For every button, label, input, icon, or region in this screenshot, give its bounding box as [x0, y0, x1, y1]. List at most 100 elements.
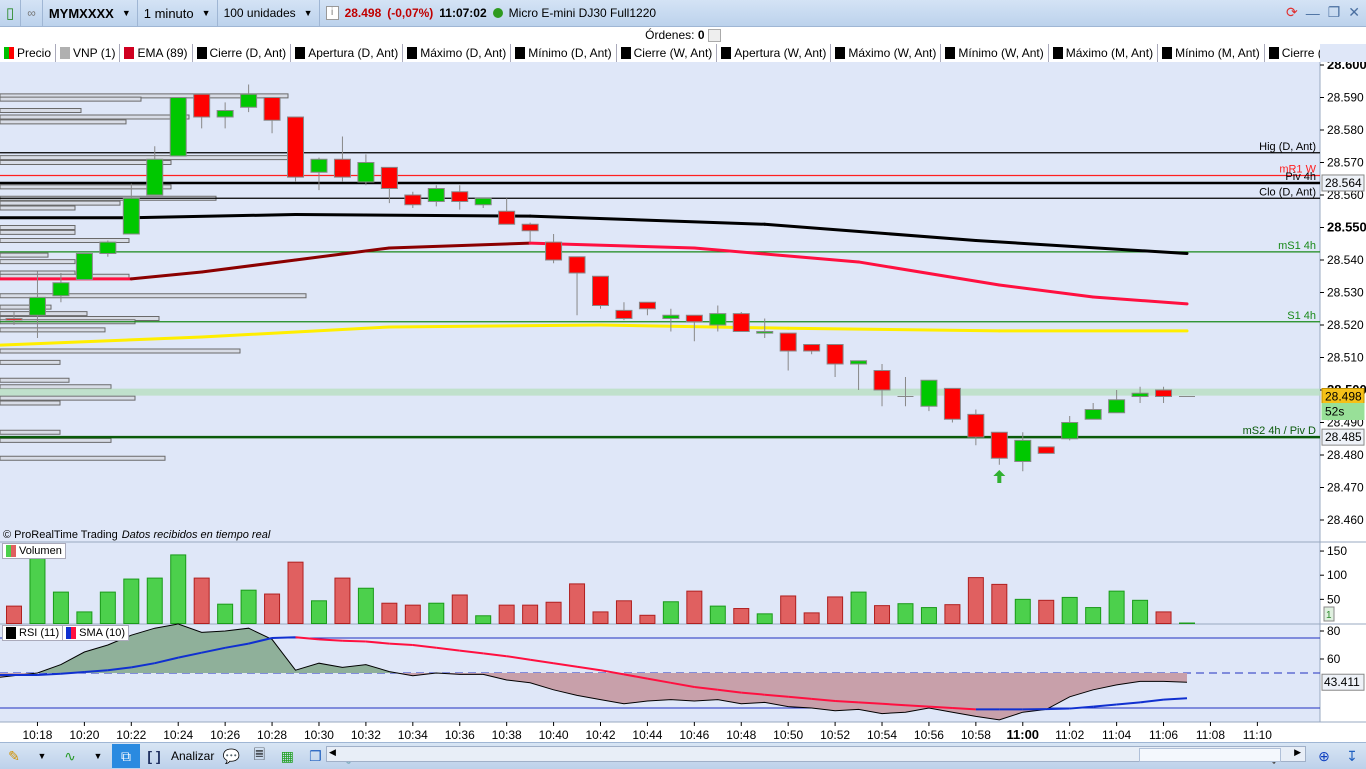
- volume-bar: [593, 612, 608, 624]
- scroll-right-icon[interactable]: ▶: [1294, 747, 1301, 758]
- time-tick-label: 10:50: [773, 728, 803, 742]
- legend-swatch-icon: [721, 47, 731, 59]
- legend-swatch-icon: [1269, 47, 1279, 59]
- close-icon[interactable]: ✕: [1348, 4, 1360, 21]
- units-selector[interactable]: 100 unidades▼: [218, 0, 320, 26]
- time-tick-label: 10:30: [304, 728, 334, 742]
- legend-item[interactable]: Máximo (M, Ant): [1049, 44, 1158, 62]
- legend-item[interactable]: Cierre (W, Ant): [617, 44, 718, 62]
- drawing-pencil-icon[interactable]: ✎: [0, 744, 28, 768]
- candle-body: [1015, 440, 1031, 461]
- scrollbar-thumb[interactable]: [1139, 748, 1281, 762]
- volume-bar: [382, 603, 397, 623]
- scroll-left-icon[interactable]: ◀: [329, 747, 336, 758]
- restore-icon[interactable]: ❐: [1328, 4, 1341, 21]
- legend-item[interactable]: Apertura (W, Ant): [717, 44, 831, 62]
- chevron-down-icon[interactable]: ▼: [28, 744, 56, 768]
- chevron-down-icon[interactable]: ▼: [84, 744, 112, 768]
- volume-tag-label: 1: [1326, 610, 1332, 621]
- volume-bar: [1039, 600, 1054, 623]
- quote-info: i 28.498 (-0,07%) 11:07:02 Micro E-mini …: [320, 0, 662, 26]
- candle-body: [475, 198, 491, 205]
- horizontal-scrollbar[interactable]: ◀ ▶: [326, 746, 1306, 762]
- title-toolbar: ▯ ∞ MYMXXXX▼ 1 minuto▼ 100 unidades▼ i 2…: [0, 0, 1366, 27]
- time-tick-label: 10:42: [585, 728, 615, 742]
- legend-item[interactable]: Precio: [0, 44, 56, 62]
- price-tick-label: 28.510: [1327, 351, 1364, 365]
- refresh-icon[interactable]: ⟳: [1286, 4, 1298, 21]
- candle-body: [358, 163, 374, 183]
- legend-item[interactable]: Máximo (D, Ant): [403, 44, 511, 62]
- volume-bar: [546, 602, 561, 623]
- rsi-swatch-icon: [6, 627, 16, 639]
- status-dot-icon: [493, 8, 503, 18]
- legend-item[interactable]: Mínimo (W, Ant): [941, 44, 1048, 62]
- indicators-icon[interactable]: ∿: [56, 744, 84, 768]
- price-level-label: Hig (D, Ant): [1259, 141, 1316, 153]
- comment-icon[interactable]: 💬: [217, 744, 245, 768]
- volume-bar: [1086, 608, 1101, 624]
- volume-bar: [171, 555, 186, 624]
- brackets-icon[interactable]: [ ]: [140, 744, 168, 768]
- timeframe-selector[interactable]: 1 minuto▼: [138, 0, 218, 26]
- link-icon[interactable]: ∞: [21, 0, 43, 26]
- volume-bar: [53, 592, 68, 623]
- candle-body: [686, 315, 702, 322]
- legend-item[interactable]: Cierre (M, Ant): [1265, 44, 1320, 62]
- volume-bar: [1062, 597, 1077, 623]
- scroll-to-end-icon[interactable]: ↧: [1338, 744, 1366, 768]
- price-tick-label: 28.480: [1327, 448, 1364, 462]
- volume-profile-bar: [0, 109, 81, 113]
- orders-toggle-icon[interactable]: [708, 29, 721, 42]
- price-tag-label: 52s: [1325, 405, 1344, 419]
- legend-item[interactable]: Máximo (W, Ant): [831, 44, 941, 62]
- price-tick-label: 28.460: [1327, 513, 1364, 527]
- time-tick-label: 10:34: [398, 728, 428, 742]
- volume-panel-label[interactable]: Volumen: [2, 543, 66, 559]
- price-tick-label: 28.570: [1327, 156, 1364, 170]
- price-level-label: mS2 4h / Piv D: [1243, 425, 1316, 437]
- time-tick-label: 10:48: [726, 728, 756, 742]
- candle-body: [194, 94, 210, 117]
- legend-item[interactable]: EMA (89): [120, 44, 192, 62]
- rsi-sma-segment: [1046, 709, 1069, 710]
- volume-profile-bar: [0, 161, 171, 165]
- volume-tick-label: 50: [1327, 592, 1341, 606]
- price-level-label: Piv 4h: [1285, 171, 1316, 183]
- volume-bar: [1156, 612, 1171, 624]
- rsi-panel-label[interactable]: RSI (11) SMA (10): [2, 625, 129, 641]
- volume-bar: [1133, 600, 1148, 623]
- rsi-tick-label: 80: [1327, 624, 1341, 638]
- legend-item[interactable]: Mínimo (M, Ant): [1158, 44, 1265, 62]
- rsi-legend[interactable]: RSI (11): [3, 626, 63, 640]
- volume-bar: [405, 605, 420, 623]
- volume-bar: [687, 591, 702, 623]
- volume-bar: [335, 578, 350, 623]
- time-tick-label: 10:22: [116, 728, 146, 742]
- bricks-icon[interactable]: ▦: [273, 744, 301, 768]
- volume-bar: [265, 594, 280, 623]
- symbol-selector[interactable]: MYMXXXX▼: [43, 0, 138, 26]
- volume-bar: [710, 606, 725, 623]
- minimize-icon[interactable]: —: [1306, 5, 1320, 21]
- candlestick-icon[interactable]: ▯: [0, 0, 21, 26]
- legend-item[interactable]: Apertura (D, Ant): [291, 44, 403, 62]
- candle-body: [405, 195, 421, 205]
- zoom-in-icon[interactable]: ⊕: [1310, 744, 1338, 768]
- rsi-sma-segment: [1164, 698, 1187, 699]
- candle-body: [710, 314, 726, 325]
- share-icon[interactable]: ⧉: [112, 744, 140, 768]
- legend-item[interactable]: Cierre (D, Ant): [193, 44, 292, 62]
- volume-bar: [311, 601, 326, 624]
- analyze-button[interactable]: Analizar: [168, 744, 217, 768]
- info-icon[interactable]: i: [326, 6, 339, 20]
- current-price-band: [0, 389, 1320, 396]
- report-icon[interactable]: 🗏: [245, 744, 273, 768]
- legend-item[interactable]: VNP (1): [56, 44, 120, 62]
- price-tick-label: 28.540: [1327, 253, 1364, 267]
- sma-legend[interactable]: SMA (10): [63, 626, 128, 640]
- legend-item[interactable]: Mínimo (D, Ant): [511, 44, 616, 62]
- price-tick-label: 28.530: [1327, 286, 1364, 300]
